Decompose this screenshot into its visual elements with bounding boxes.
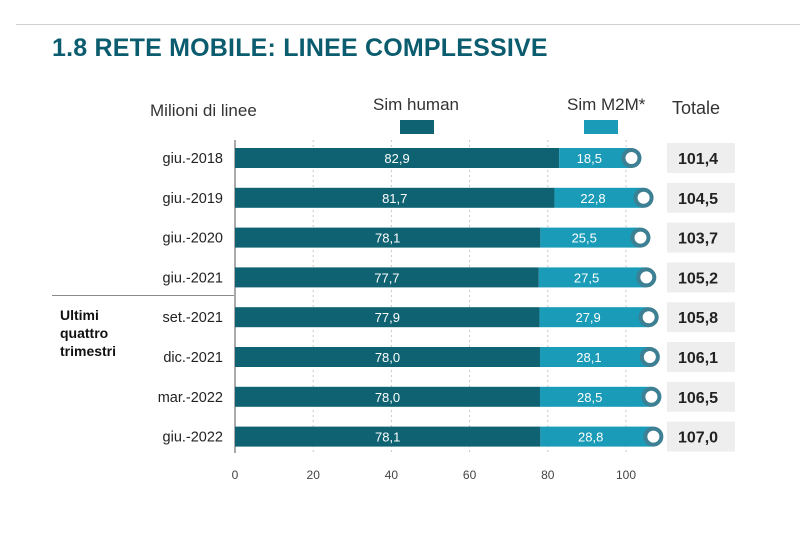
bar-label-sim-m2m: 28,1 (576, 350, 601, 365)
bar-sim-m2m (559, 148, 632, 168)
group-label-line-1: Ultimi (60, 307, 99, 323)
total-marker (638, 307, 659, 328)
legend-human-swatch (400, 120, 434, 134)
total-box (667, 381, 735, 412)
category-label: set.-2021 (163, 310, 223, 326)
bar-sim-human (235, 267, 539, 288)
total-value: 107,0 (678, 430, 718, 447)
bar-label-sim-human: 78,1 (375, 231, 400, 246)
bar-label-sim-human: 82,9 (384, 151, 409, 166)
total-header: Totale (672, 98, 721, 118)
bar-sim-human (235, 426, 541, 447)
bar-sim-m2m (540, 227, 641, 248)
bar-label-sim-m2m: 27,5 (574, 270, 599, 285)
total-value: 103,7 (678, 231, 718, 248)
bar-label-sim-human: 78,0 (375, 390, 400, 405)
category-label: giu.-2022 (163, 430, 223, 446)
total-marker (630, 227, 651, 248)
total-value: 105,8 (678, 310, 718, 327)
category-label: giu.-2020 (163, 231, 223, 247)
total-box (667, 421, 735, 452)
category-label: giu.-2021 (163, 270, 223, 286)
bar-sim-human (235, 347, 540, 367)
total-box (667, 302, 735, 333)
total-box (667, 182, 735, 213)
bar-label-sim-m2m: 27,9 (575, 310, 600, 325)
legend-human-label: Sim human (373, 95, 459, 114)
total-value: 106,1 (678, 350, 718, 367)
unit-label: Milioni di linee (150, 101, 257, 120)
x-tick-label: 20 (307, 468, 321, 482)
total-box (667, 342, 735, 372)
bar-sim-m2m (538, 267, 647, 288)
category-label: giu.-2018 (163, 151, 223, 167)
total-marker (621, 148, 642, 168)
x-tick-label: 100 (616, 468, 636, 482)
group-divider (52, 295, 234, 296)
category-label: dic.-2021 (163, 350, 223, 366)
total-marker (641, 386, 662, 407)
bar-label-sim-m2m: 28,5 (577, 390, 602, 405)
bar-sim-m2m (539, 347, 650, 367)
bar-sim-m2m (539, 386, 652, 407)
bar-sim-human (235, 227, 541, 248)
bar-label-sim-m2m: 25,5 (572, 231, 597, 246)
bar-sim-human (235, 386, 540, 407)
group-label-line-2: quattro (60, 325, 109, 341)
bar-label-sim-human: 78,1 (375, 430, 400, 445)
bar-sim-m2m (539, 307, 649, 328)
x-tick-label: 0 (232, 468, 239, 482)
total-value: 105,2 (678, 270, 718, 287)
total-box (667, 222, 735, 253)
total-value: 104,5 (678, 191, 718, 208)
total-box (667, 143, 735, 173)
x-tick-label: 40 (385, 468, 399, 482)
bar-label-sim-m2m: 18,5 (577, 151, 602, 166)
bar-sim-human (235, 307, 540, 328)
bar-sim-m2m (554, 187, 644, 208)
total-box (667, 262, 735, 293)
x-tick-label: 80 (541, 468, 555, 482)
total-marker (633, 187, 654, 208)
total-marker (636, 267, 657, 288)
total-marker (639, 347, 660, 367)
group-label-line-3: trimestri (60, 343, 117, 359)
bar-label-sim-m2m: 22,8 (580, 191, 605, 206)
page-title: 1.8 RETE MOBILE: LINEE COMPLESSIVE (52, 34, 548, 62)
bar-label-sim-human: 77,7 (374, 270, 399, 285)
bar-label-sim-human: 77,9 (375, 310, 400, 325)
category-label: giu.-2019 (163, 191, 223, 207)
legend-m2m-swatch (584, 120, 618, 134)
total-value: 106,5 (678, 390, 718, 407)
bar-label-sim-human: 81,7 (382, 191, 407, 206)
total-marker (643, 426, 664, 447)
bar-label-sim-m2m: 28,8 (578, 430, 603, 445)
total-value: 101,4 (678, 151, 718, 168)
x-tick-label: 60 (463, 468, 477, 482)
bar-sim-human (235, 187, 555, 208)
bar-sim-m2m (540, 426, 653, 447)
legend-m2m-label: Sim M2M* (567, 95, 646, 114)
category-label: mar.-2022 (158, 390, 223, 406)
group-label: Ultimi quattro trimestri (60, 306, 116, 360)
bar-sim-human (235, 148, 560, 168)
bar-label-sim-human: 78,0 (375, 350, 400, 365)
top-rule (16, 24, 800, 25)
